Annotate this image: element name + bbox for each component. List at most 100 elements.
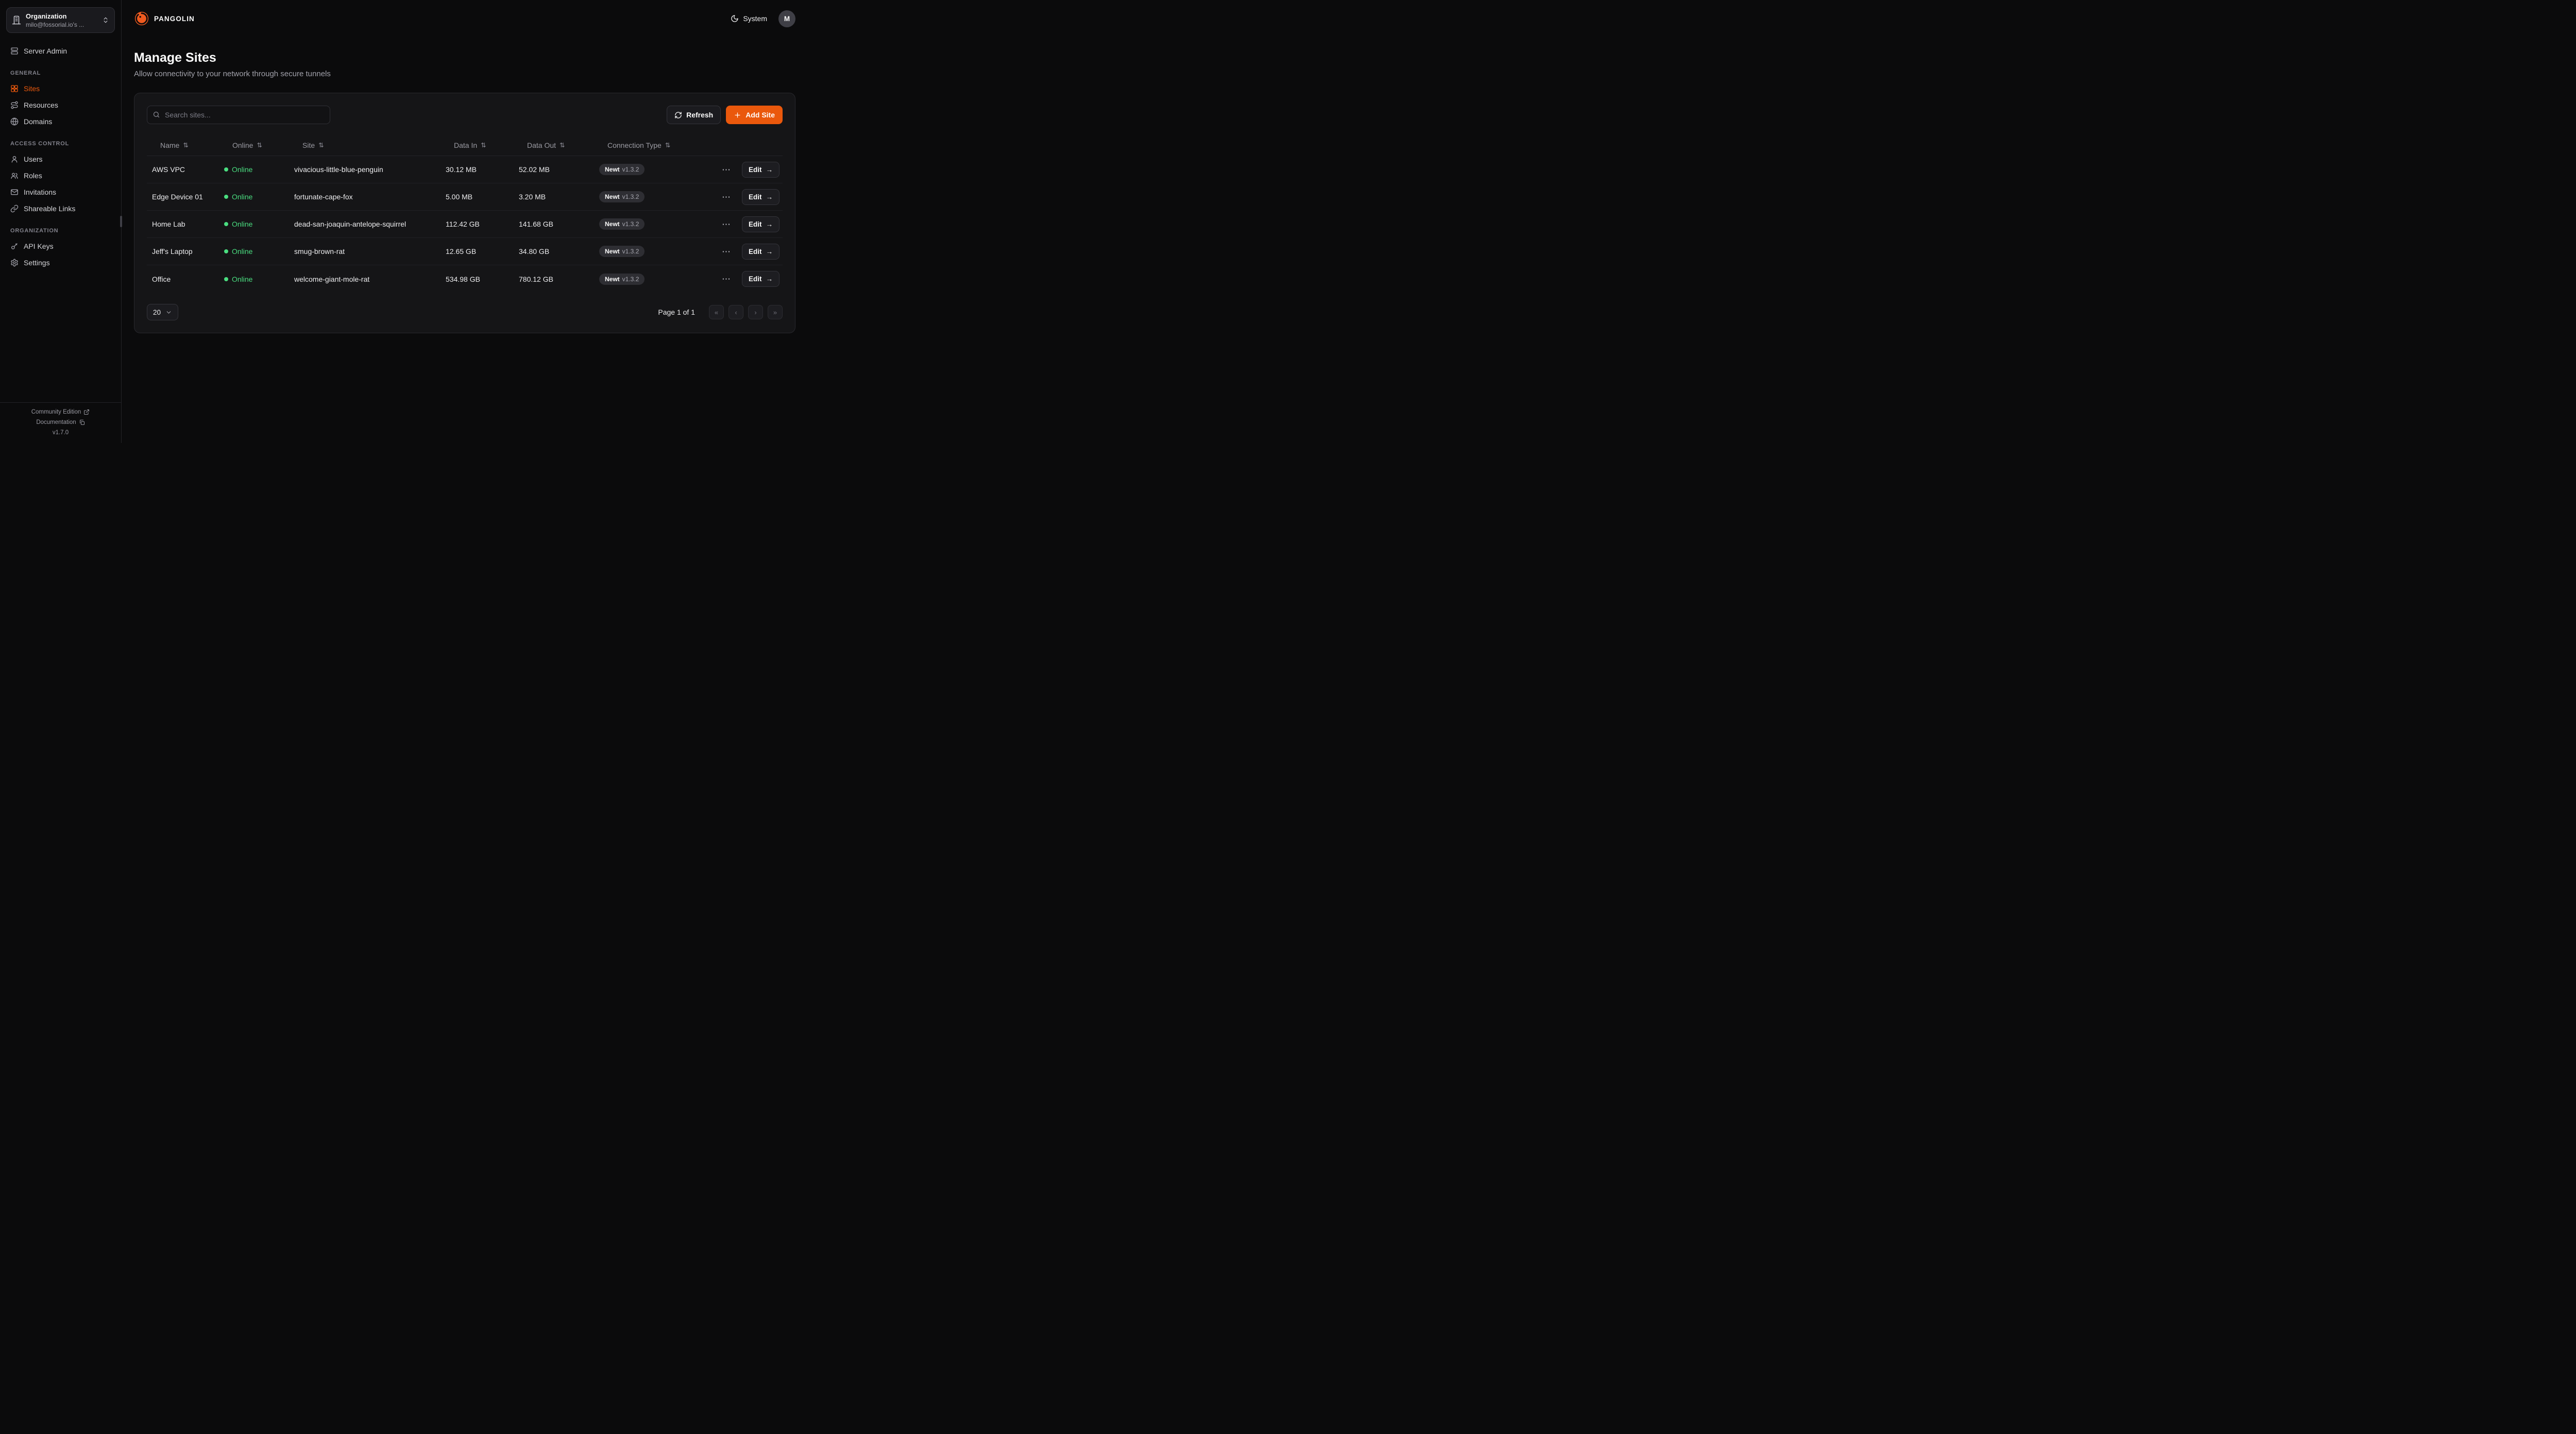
sort-icon: ⇅ [481, 142, 486, 149]
column-header-data-out[interactable]: Data Out ⇅ [527, 141, 565, 149]
topbar-right: System M [731, 10, 795, 27]
page-content: Manage Sites Allow connectivity to your … [122, 37, 808, 346]
sidebar-resize-handle[interactable] [120, 216, 122, 227]
data-out-value: 141.68 GB [519, 220, 553, 228]
connection-type-cell: Newt v1.3.2 [594, 218, 697, 230]
connection-type-cell: Newt v1.3.2 [594, 164, 697, 175]
column-header-online[interactable]: Online ⇅ [232, 141, 262, 149]
online-status: Online [219, 220, 289, 228]
online-dot-icon [224, 277, 228, 281]
sidebar-item-sites[interactable]: Sites [6, 81, 115, 96]
sort-icon: ⇅ [183, 142, 189, 149]
next-page-button[interactable]: › [748, 305, 763, 319]
version-label: v1.7.0 [52, 430, 69, 436]
column-header-data-in[interactable]: Data In ⇅ [454, 141, 486, 149]
table-footer: 20 Page 1 of 1 « ‹ › » [147, 304, 783, 320]
documentation-link[interactable]: Documentation [36, 419, 84, 425]
edit-button[interactable]: Edit → [742, 271, 779, 287]
sort-icon: ⇅ [665, 142, 671, 149]
main: PANGOLIN System M Manage Sites Allow con… [122, 0, 808, 443]
sidebar-item-settings[interactable]: Settings [6, 255, 115, 270]
row-actions: ⋯ Edit → [697, 189, 783, 205]
data-out-value: 34.80 GB [519, 247, 550, 255]
sidebar-item-resources[interactable]: Resources [6, 97, 115, 113]
mail-icon [10, 188, 19, 196]
page-size-select[interactable]: 20 [147, 304, 179, 320]
site-slug: vivacious-little-blue-penguin [294, 165, 383, 174]
building-icon [12, 15, 21, 25]
previous-page-button[interactable]: ‹ [728, 305, 743, 319]
site-name: AWS VPC [152, 165, 185, 174]
row-actions: ⋯ Edit → [697, 216, 783, 232]
table-row: AWS VPC Online vivacious-little-blue-pen… [147, 156, 783, 183]
site-name: Jeff's Laptop [152, 247, 193, 255]
sidebar-item-server-admin[interactable]: Server Admin [6, 43, 115, 59]
sort-icon: ⇅ [318, 142, 324, 149]
column-header-name[interactable]: Name ⇅ [160, 141, 189, 149]
connection-type-badge: Newt v1.3.2 [599, 164, 645, 175]
sidebar-item-label: Invitations [24, 188, 57, 196]
gear-icon [10, 259, 19, 267]
moon-icon [731, 14, 739, 23]
refresh-button[interactable]: Refresh [667, 106, 721, 124]
table-header: Name ⇅ Online ⇅ Site ⇅ Data In ⇅ Data Out ⇅ C… [147, 134, 783, 156]
sidebar-item-invitations[interactable]: Invitations [6, 184, 115, 200]
search-input[interactable] [147, 106, 330, 124]
table-row: Edge Device 01 Online fortunate-cape-fox… [147, 183, 783, 211]
section-label-access-control: ACCESS CONTROL [10, 141, 70, 147]
site-slug: welcome-giant-mole-rat [294, 275, 370, 283]
row-menu-button[interactable]: ⋯ [719, 164, 734, 175]
theme-toggle[interactable]: System [731, 14, 767, 23]
users-group-icon [10, 172, 19, 180]
data-out-value: 52.02 MB [519, 165, 550, 174]
sidebar-item-shareable-links[interactable]: Shareable Links [6, 201, 115, 216]
column-header-site[interactable]: Site ⇅ [302, 141, 324, 149]
edit-button[interactable]: Edit → [742, 243, 779, 260]
site-slug: dead-san-joaquin-antelope-squirrel [294, 220, 406, 228]
add-site-button[interactable]: Add Site [726, 106, 783, 124]
online-status: Online [219, 165, 289, 174]
topbar: PANGOLIN System M [122, 0, 808, 37]
data-in-value: 30.12 MB [446, 165, 477, 174]
search-icon [152, 111, 160, 118]
sidebar-item-label: Roles [24, 172, 42, 180]
arrow-right-icon: → [766, 275, 773, 283]
sites-icon [10, 84, 19, 93]
key-icon [10, 242, 19, 250]
avatar[interactable]: M [778, 10, 795, 27]
org-picker[interactable]: Organization milo@fossorial.io's ... [6, 7, 115, 33]
site-slug: smug-brown-rat [294, 247, 345, 255]
section-label-general: GENERAL [10, 70, 41, 76]
edit-button[interactable]: Edit → [742, 161, 779, 178]
community-edition-link[interactable]: Community Edition [31, 409, 90, 415]
sidebar-item-api-keys[interactable]: API Keys [6, 238, 115, 254]
org-picker-subtitle: milo@fossorial.io's ... [26, 21, 84, 28]
data-in-value: 5.00 MB [446, 193, 473, 201]
sidebar-item-users[interactable]: Users [6, 151, 115, 167]
row-menu-button[interactable]: ⋯ [719, 246, 734, 257]
column-header-connection-type[interactable]: Connection Type ⇅ [607, 141, 671, 149]
page-subtitle: Allow connectivity to your network throu… [134, 70, 331, 78]
connection-type-badge: Newt v1.3.2 [599, 246, 645, 257]
data-out-value: 780.12 GB [519, 275, 553, 283]
sort-icon: ⇅ [257, 142, 262, 149]
row-actions: ⋯ Edit → [697, 271, 783, 287]
online-dot-icon [224, 195, 228, 199]
row-menu-button[interactable]: ⋯ [719, 192, 734, 202]
row-menu-button[interactable]: ⋯ [719, 274, 734, 284]
sidebar-footer: Community Edition Documentation v1.7.0 [0, 402, 121, 443]
first-page-button[interactable]: « [709, 305, 724, 319]
edit-button[interactable]: Edit → [742, 189, 779, 205]
last-page-button[interactable]: » [768, 305, 783, 319]
arrow-right-icon: → [766, 247, 773, 255]
external-link-icon [83, 409, 90, 415]
edit-button[interactable]: Edit → [742, 216, 779, 232]
sidebar-item-roles[interactable]: Roles [6, 168, 115, 183]
sidebar-item-domains[interactable]: Domains [6, 114, 115, 129]
link-icon [10, 204, 19, 213]
online-dot-icon [224, 249, 228, 253]
sidebar-item-label: Sites [24, 84, 40, 93]
row-menu-button[interactable]: ⋯ [719, 219, 734, 230]
connection-type-badge: Newt v1.3.2 [599, 218, 645, 230]
sites-toolbar: Refresh Add Site [147, 106, 783, 124]
